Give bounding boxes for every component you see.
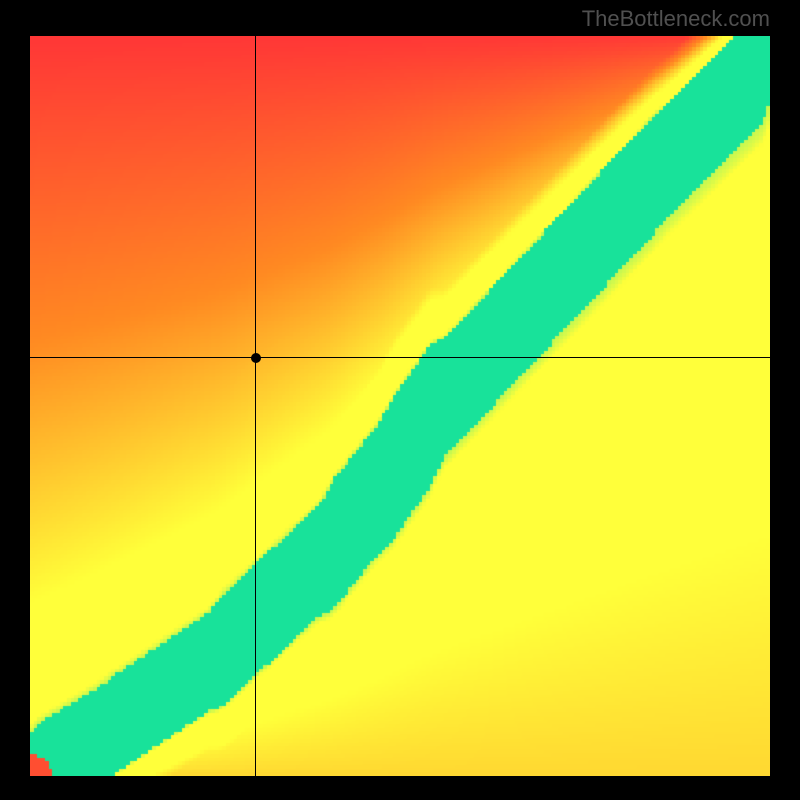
heatmap-canvas [30,36,770,776]
crosshair-horizontal [30,357,770,358]
heatmap-chart [30,36,770,776]
watermark-text: TheBottleneck.com [582,6,770,32]
crosshair-vertical [255,36,256,776]
crosshair-marker-dot [251,353,261,363]
